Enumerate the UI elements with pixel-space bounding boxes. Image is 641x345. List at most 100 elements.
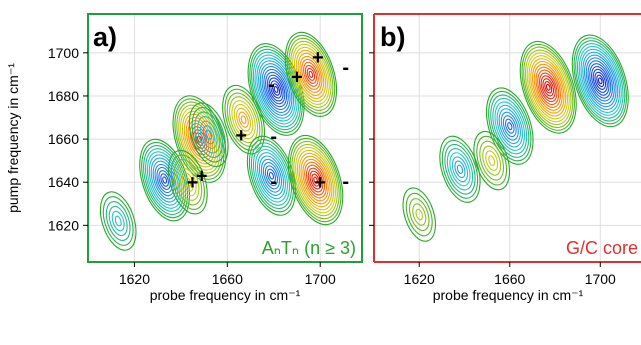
panel-a-plus-marker: + bbox=[187, 172, 199, 194]
panel-a-peak-8-contour bbox=[293, 46, 328, 102]
panel-b-peak-1-contour bbox=[582, 51, 619, 111]
panel-a-minus-marker: - bbox=[342, 171, 349, 193]
panel-a-peak-3-contour bbox=[173, 158, 203, 206]
panel-a-peak-8-contour bbox=[284, 31, 338, 117]
panel-b-peak-1-contour bbox=[587, 60, 614, 102]
panel-a-peak-9-contour bbox=[298, 152, 333, 208]
panel-a-peak-9-contour bbox=[296, 149, 335, 211]
panel-b-x-ticks: 1620 1660 1700 bbox=[404, 262, 616, 287]
panel-a-peak-7-contour bbox=[266, 168, 277, 183]
panel-b-peak-5-contour bbox=[412, 203, 427, 226]
panel-a-peak-7-contour bbox=[262, 162, 281, 190]
panel-b-peak-0-contour bbox=[538, 72, 558, 103]
panel-a-peak-4-contour bbox=[191, 106, 226, 163]
panel-b-peak-0-contour bbox=[521, 43, 575, 131]
panel-a-peak-5-contour bbox=[238, 111, 249, 128]
panel-a-annotation: AₙTₙ (n ≥ 3) bbox=[262, 238, 356, 258]
panel-a-peak-0-contour bbox=[144, 148, 185, 212]
panel-a-peak-5-contour bbox=[224, 88, 263, 151]
panel-a-peak-7-contour bbox=[254, 148, 288, 203]
panel-a-peak-6-contour bbox=[259, 63, 293, 116]
panel-b-peak-0-contour bbox=[531, 60, 565, 114]
panel-b-peak-3-contour bbox=[451, 156, 469, 183]
panel-b-peak-3-contour bbox=[444, 143, 476, 195]
panel-a-peak-9-contour bbox=[309, 170, 322, 190]
panel-a-peak-8-contour bbox=[290, 40, 332, 108]
panel-b-x-tick-label: 1700 bbox=[585, 271, 616, 287]
panel-b-peak-0-contour bbox=[523, 46, 574, 129]
panel-a-peak-8-contour bbox=[295, 49, 327, 99]
panel-b-peak-0-contour bbox=[535, 66, 561, 108]
panel-b-peak-3-contour bbox=[439, 135, 481, 203]
panel-a-peak-6-contour bbox=[261, 65, 291, 113]
panel-b-peak-2-contour bbox=[504, 118, 515, 134]
panel-b-peak-1-contour bbox=[571, 34, 629, 128]
panel-a-peak-9-contour bbox=[291, 140, 340, 220]
panel-a-peak-0-contour bbox=[148, 154, 181, 206]
panel-b-peak-0-contour bbox=[542, 78, 555, 97]
panel-a-peak-8-contour bbox=[303, 61, 319, 87]
panel-b-y-ticks bbox=[369, 52, 374, 226]
panel-a-peak-2-contour bbox=[180, 107, 219, 171]
panel-a-peak-0-contour bbox=[154, 163, 175, 197]
panel-a-peak-7-contour bbox=[264, 165, 279, 187]
panel-a-peak-3-contour bbox=[179, 168, 197, 197]
panel-a-peak-6-contour bbox=[263, 68, 289, 111]
panel-a-peak-8-contour bbox=[288, 37, 334, 111]
panel-b-peak-2-contour bbox=[494, 101, 526, 151]
panel-a-peak-9-contour bbox=[302, 158, 329, 202]
panel-a-peak-5-contour bbox=[231, 100, 256, 140]
panel-a-minus-marker: - bbox=[270, 126, 277, 148]
panel-a-plus-marker: + bbox=[314, 172, 326, 194]
panel-b-peak-2-contour bbox=[507, 122, 513, 131]
panel-b-peak-1-contour bbox=[578, 45, 622, 116]
panel-a: ++++++----- a) AₙTₙ (n ≥ 3) 162016401660… bbox=[5, 13, 363, 303]
panel-b-peak-5-contour bbox=[408, 198, 430, 232]
panel-a-contours bbox=[99, 31, 344, 251]
panel-a-peak-3-contour bbox=[176, 163, 200, 201]
panel-b-peak-0-contour bbox=[545, 83, 551, 91]
panel-b-peak-0-contour bbox=[533, 63, 563, 111]
panel-b-peak-0-contour bbox=[526, 52, 570, 123]
panel-a-peak-8-contour bbox=[292, 43, 330, 105]
panel-a-peak-9-contour bbox=[304, 161, 327, 199]
panel-b-peak-0-contour bbox=[519, 40, 577, 134]
panel-b-peak-1-contour bbox=[583, 54, 617, 108]
panel-a-peak-6-contour bbox=[256, 57, 296, 122]
panel-a-x-ticks: 1620 1660 1700 bbox=[119, 262, 336, 287]
panel-a-peak-4-contour bbox=[197, 116, 221, 154]
panel-a-peak-7-contour bbox=[268, 171, 275, 180]
panel-a-peak-2-contour bbox=[172, 95, 227, 183]
panel-b-peak-4-contour bbox=[473, 130, 510, 191]
panel-a-peak-6-contour bbox=[270, 80, 282, 99]
panel-a-peak-9-contour bbox=[295, 146, 337, 214]
panel-b-peak-2-contour bbox=[502, 115, 517, 138]
panel-a-y-axis-label: pump frequency in cm⁻¹ bbox=[5, 63, 21, 213]
panel-b-peak-4-contour bbox=[482, 145, 502, 176]
panel-a-peak-3-contour bbox=[167, 149, 208, 215]
panel-a-peak-6-contour bbox=[272, 83, 281, 96]
panel-a-peak-0-contour bbox=[156, 166, 173, 194]
panel-b-peak-1-contour bbox=[592, 68, 608, 93]
panel-b-peak-5-contour bbox=[415, 208, 424, 221]
panel-a-peak-9-contour bbox=[287, 134, 344, 226]
panel-b-peak-3-contour bbox=[454, 160, 466, 179]
panel-a-peak-2-contour bbox=[174, 98, 225, 180]
panel-a-y-tick-label: 1660 bbox=[48, 131, 79, 147]
panel-a-peak-8-contour bbox=[301, 58, 321, 90]
panel-a-peak-1-contour bbox=[111, 210, 125, 232]
panel-b-peak-3-contour bbox=[446, 148, 474, 191]
panel-a-peak-7-contour bbox=[256, 152, 286, 200]
panel-a-peak-0-contour bbox=[162, 176, 168, 184]
panel-a-plus-marker: + bbox=[196, 166, 208, 188]
panel-a-peak-4-contour bbox=[202, 125, 215, 145]
panel-b: b) G/C core 1620 1660 1700 probe frequency… bbox=[369, 13, 641, 303]
panel-a-x-tick-label: 1660 bbox=[212, 271, 243, 287]
panel-b-peak-1-contour bbox=[597, 77, 603, 85]
panel-a-label: a) bbox=[93, 22, 117, 52]
panel-a-peak-3-contour bbox=[181, 172, 194, 192]
panel-b-peak-4-contour bbox=[479, 140, 505, 181]
panel-b-peak-5-contour bbox=[405, 192, 433, 237]
panel-b-peak-1-contour bbox=[577, 43, 624, 119]
